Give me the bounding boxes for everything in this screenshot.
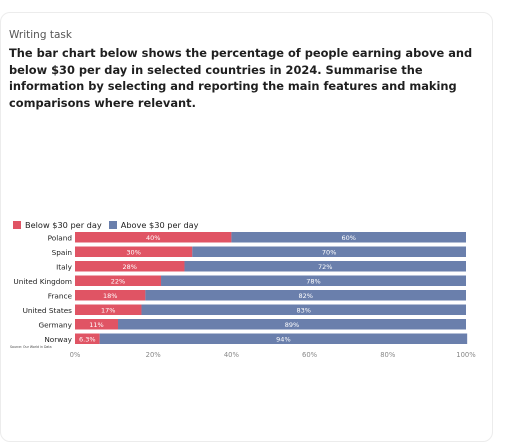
data-label-below-united-states: 17% (101, 306, 115, 314)
writing-task-card (0, 12, 493, 442)
x-tick-label: 40% (224, 351, 240, 359)
category-label-france: France (48, 291, 73, 300)
chart-source: Source: Our World in Data (10, 345, 52, 349)
bar-below-france (75, 290, 146, 301)
bar-above-united-kingdom (161, 275, 466, 286)
task-prompt: The bar chart below shows the percentage… (9, 46, 473, 110)
bar-above-poland (231, 232, 466, 243)
bar-above-germany (118, 319, 466, 330)
category-label-norway: Norway (44, 335, 72, 344)
bar-above-italy (184, 261, 467, 272)
category-label-poland: Poland (48, 233, 72, 242)
x-tick-label: 20% (146, 351, 162, 359)
data-label-above-italy: 72% (318, 263, 332, 271)
bar-above-spain (192, 246, 467, 257)
legend-label-below: Below $30 per day (25, 220, 102, 230)
data-label-above-poland: 60% (341, 234, 355, 242)
bar-below-poland (75, 232, 232, 243)
x-tick-label: 80% (380, 351, 396, 359)
data-label-above-norway: 94% (276, 335, 290, 343)
bar-above-norway (99, 333, 468, 344)
legend-item-above: Above $30 per day (108, 220, 199, 230)
bar-above-united-states (141, 304, 466, 315)
data-label-below-united-kingdom: 22% (111, 277, 125, 285)
bar-below-germany (75, 319, 119, 330)
data-label-below-france: 18% (103, 292, 117, 300)
category-label-united-kingdom: United Kingdom (13, 277, 72, 286)
data-label-below-norway: 6.3% (79, 335, 96, 343)
data-label-above-germany: 89% (285, 321, 299, 329)
data-label-above-united-kingdom: 78% (306, 277, 320, 285)
data-label-below-italy: 28% (123, 263, 137, 271)
category-label-italy: Italy (56, 262, 73, 271)
legend-swatch-below (13, 221, 21, 229)
data-label-below-spain: 30% (126, 248, 140, 256)
task-label: Writing task (9, 29, 72, 41)
x-tick-label: 100% (456, 351, 476, 359)
bar-below-norway (75, 333, 100, 344)
chart-legend: Below $30 per day Above $30 per day (13, 220, 202, 230)
x-tick-label: 60% (302, 351, 318, 359)
bar-below-united-kingdom (75, 275, 162, 286)
legend-swatch-above (108, 221, 117, 229)
legend-label-above: Above $30 per day (120, 220, 199, 230)
category-label-spain: Spain (52, 248, 72, 257)
x-tick-label: 0% (70, 351, 81, 359)
data-label-above-spain: 70% (322, 248, 336, 256)
data-label-above-united-states: 83% (297, 306, 311, 314)
data-label-below-poland: 40% (146, 234, 160, 242)
category-label-united-states: United States (23, 306, 73, 315)
bar-above-france (145, 290, 466, 301)
bar-below-united-states (75, 304, 142, 315)
data-label-below-germany: 11% (89, 321, 103, 329)
category-label-germany: Germany (38, 320, 72, 329)
bar-below-italy (75, 261, 185, 272)
bar-below-spain (75, 246, 193, 257)
data-label-above-france: 82% (298, 292, 312, 300)
legend-item-below: Below $30 per day (13, 220, 102, 230)
